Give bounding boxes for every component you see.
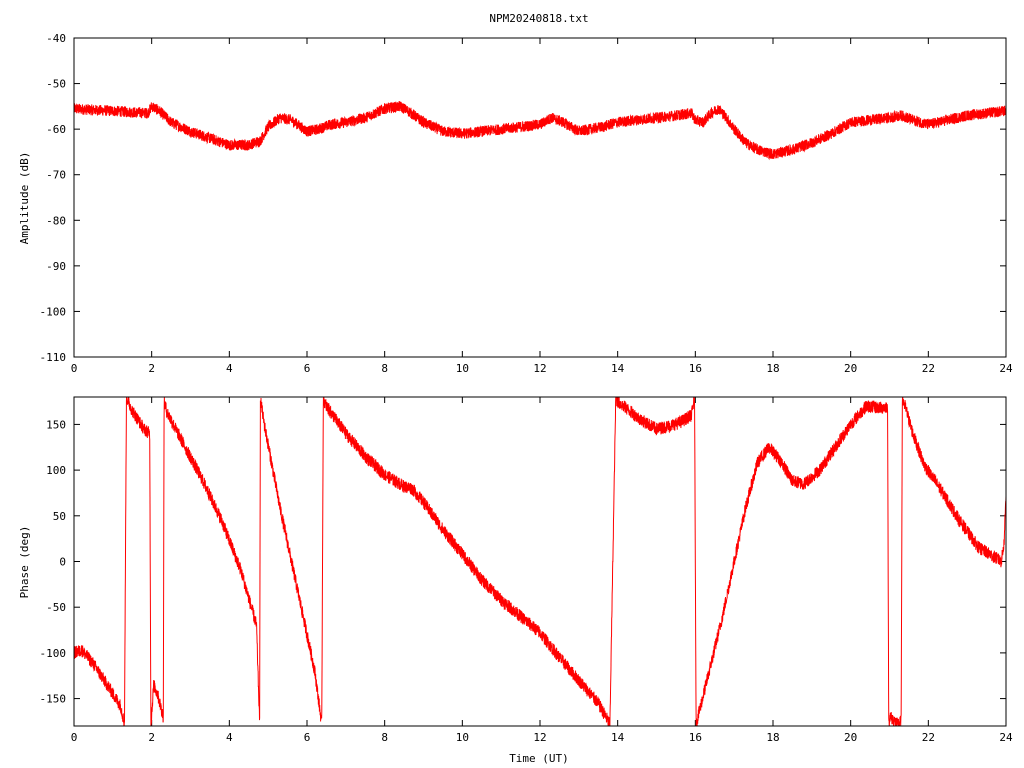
phase-x-tick-label: 12 [533,731,546,744]
phase-y-tick-label: 50 [53,510,66,523]
amplitude-x-tick-label: 24 [999,362,1013,375]
amplitude-series-line [73,101,1007,161]
phase-x-tick-label: 24 [999,731,1013,744]
amplitude-y-tick-label: -90 [46,260,66,273]
amplitude-y-tick-label: -50 [46,78,66,91]
phase-x-tick-label: 6 [304,731,311,744]
amplitude-x-tick-label: 10 [456,362,469,375]
amplitude-x-tick-label: 2 [148,362,155,375]
phase-x-tick-label: 20 [844,731,857,744]
phase-ticks: 0 2 4 6 8 10 12 14 16 18 20 22 24150100500-50-100-15… [40,397,1013,744]
phase-x-axis-label: Time (UT) [509,752,569,765]
phase-x-tick-label: 4 [226,731,233,744]
phase-x-tick-label: 8 [381,731,388,744]
phase-x-tick-label: 0 [71,731,78,744]
phase-panel: Phase (deg) Time (UT) 0 2 4 6 8 10 12 14 16 18 20 2… [18,396,1013,765]
amplitude-x-tick-label: 14 [611,362,625,375]
amplitude-x-tick-label: 0 [71,362,78,375]
amplitude-y-tick-label: -110 [40,351,67,364]
phase-series-line [73,396,1007,727]
phase-y-tick-label: 100 [46,464,66,477]
amplitude-y-tick-label: -40 [46,32,66,45]
amplitude-y-tick-label: -100 [40,305,67,318]
amplitude-x-tick-label: 22 [922,362,935,375]
phase-y-axis-label: Phase (deg) [18,526,31,599]
amplitude-x-tick-label: 20 [844,362,857,375]
amplitude-x-tick-label: 8 [381,362,388,375]
amplitude-x-tick-label: 12 [533,362,546,375]
amplitude-y-tick-label: -60 [46,123,66,136]
phase-x-tick-label: 14 [611,731,625,744]
chart-title: NPM20240818.txt [489,12,588,25]
amplitude-x-tick-label: 4 [226,362,233,375]
amplitude-y-axis-label: Amplitude (dB) [18,152,31,245]
phase-y-tick-label: 0 [59,556,66,569]
amplitude-y-tick-label: -80 [46,214,66,227]
phase-y-tick-label: -150 [40,693,67,706]
phase-x-tick-label: 16 [689,731,702,744]
amplitude-ticks: 0 2 4 6 8 10 12 14 16 18 20 22 24-40-50-60-70-80-90-… [40,32,1013,375]
amplitude-x-tick-label: 16 [689,362,702,375]
amplitude-x-tick-label: 18 [766,362,779,375]
amplitude-x-tick-label: 6 [304,362,311,375]
phase-x-tick-label: 10 [456,731,469,744]
phase-x-tick-label: 22 [922,731,935,744]
amplitude-plot-frame [73,37,1007,358]
phase-x-tick-label: 18 [766,731,779,744]
amplitude-y-tick-label: -70 [46,169,66,182]
phase-y-tick-label: -100 [40,647,67,660]
phase-y-tick-label: -50 [46,601,66,614]
phase-plot-frame [73,396,1007,727]
phase-x-tick-label: 2 [148,731,155,744]
phase-y-tick-label: 150 [46,418,66,431]
amplitude-panel: Amplitude (dB) 0 2 4 6 8 10 12 14 16 18 20 22 24-40-… [18,32,1013,375]
